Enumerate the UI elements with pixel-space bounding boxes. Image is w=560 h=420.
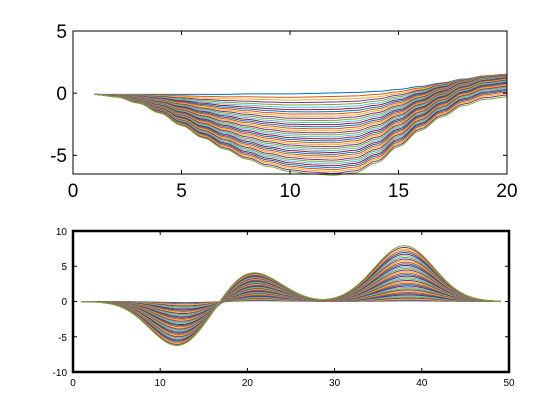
bottom-series-group [81,245,501,346]
top-series-line [94,73,508,106]
top-x-tick-label: 15 [388,181,409,202]
top-subplot: 5 0 -5 0 5 10 15 20 [50,22,517,202]
bottom-y-tick-label: 10 [56,227,68,238]
bottom-x-tick-label: 0 [70,378,76,389]
top-series-line [94,73,508,108]
top-series-line [94,73,508,113]
bottom-x-tick-label: 30 [329,378,341,389]
top-series-line [94,93,508,176]
top-series-group [94,73,508,176]
top-tick-marks [72,30,508,174]
bottom-y-tick-label: -10 [53,368,68,379]
bottom-x-tick-label: 20 [242,378,254,389]
top-series-line [94,74,508,101]
top-y-tick-label: 5 [56,22,67,43]
top-series-line [94,74,508,95]
bottom-tick-marks [72,230,510,373]
top-series-line [94,74,508,117]
bottom-x-tick-label: 40 [416,378,428,389]
top-series-line [94,74,508,126]
bottom-y-tick-label: -5 [58,333,67,344]
bottom-series-line [81,245,501,346]
bottom-x-tick-label: 50 [503,378,515,389]
top-series-line [94,74,508,122]
top-y-tick-label: -5 [50,146,67,167]
top-series-line [94,74,508,104]
top-series-line [94,73,508,115]
top-series-line [94,73,508,111]
bottom-x-tick-label: 10 [155,378,167,389]
bottom-y-tick-label: 0 [61,297,67,308]
top-x-tick-label: 10 [279,181,300,202]
top-x-tick-label: 5 [176,181,187,202]
bottom-y-tick-label: 5 [61,262,67,273]
top-x-tick-label: 0 [68,181,79,202]
top-series-line [94,74,508,98]
top-x-tick-label: 20 [496,181,517,202]
bottom-subplot: 10 5 0 -5 -10 0 10 20 30 40 50 [53,227,515,389]
top-y-tick-label: 0 [56,84,67,105]
top-series-line [94,74,508,119]
top-series-line [94,74,508,124]
